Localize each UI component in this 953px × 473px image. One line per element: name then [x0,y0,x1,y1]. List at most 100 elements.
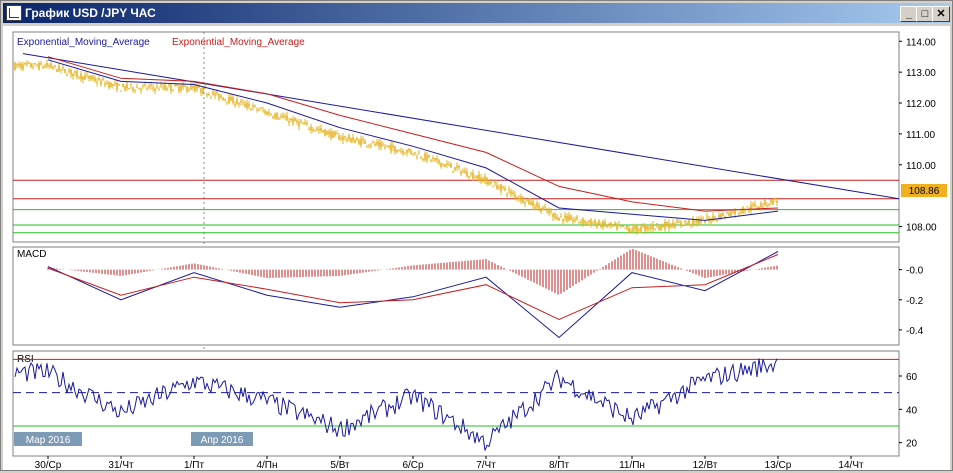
price-candle-body [198,86,200,88]
price-plot-frame [12,31,900,243]
price-candle-body [250,108,252,111]
price-candle-body [474,177,476,179]
price-candle-body [394,146,396,153]
price-candle-body [498,187,500,189]
macd-y-tick-label: -0.2 [906,296,924,307]
price-candle-body [76,70,78,77]
price-candle-body [748,210,750,212]
price-candle-body [128,88,130,90]
macd-y-tick-label: -0.4 [906,326,924,337]
price-candle-body [22,64,24,70]
price-candle-body [644,225,646,231]
price-candle-body [600,224,602,228]
price-candle-body [384,146,386,148]
price-candle-body [592,222,594,224]
price-candle-body [392,145,394,148]
price-candle-body [36,65,38,67]
price-candle-body [234,103,236,106]
price-candle-body [712,215,714,221]
price-candle-body [134,90,136,92]
price-candle-body [488,181,490,185]
price-candle-body [526,200,528,202]
price-candle-body [190,85,192,90]
price-candle-body [162,87,164,89]
price-candle-body [164,84,166,90]
price-candle-body [670,225,672,228]
price-candle-body [472,172,474,179]
price-candle-body [686,222,688,225]
price-candle-body [396,149,398,153]
price-candle-body [366,145,368,147]
price-candle-body [62,67,64,69]
trendline [22,53,900,200]
price-candle-body [764,199,766,205]
price-candle-body [360,138,362,146]
price-candle-body [650,226,652,229]
price-candle-body [544,206,546,208]
price-candle-body [166,88,168,91]
price-candle-body [336,133,338,135]
price-candle-body [594,220,596,224]
price-candle-body [632,227,634,232]
price-candle-body [216,91,218,94]
x-tick-label: 7/Чт [476,460,496,470]
price-candle-body [148,85,150,88]
price-candle-body [560,216,562,218]
x-tick-label: 4/Пн [256,460,277,470]
price-candle-body [572,219,574,222]
price-candle-body [264,110,266,114]
price-candle-body [316,128,318,130]
rsi-y-tick-label: 60 [906,372,918,383]
month-badge-mar-label: Мар 2016 [26,435,71,446]
price-candle-body [344,136,346,138]
price-candle-body [324,129,326,136]
price-candle-body [682,224,684,227]
price-candle-body [390,144,392,152]
price-candle-body [616,224,618,230]
price-candle-body [400,150,402,152]
price-candle-body [454,167,456,171]
price-candle-body [756,207,758,209]
ema-fast-line [47,59,779,221]
price-candle-body [456,165,458,168]
price-candle-body [306,122,308,124]
price-candle-body [144,84,146,86]
price-y-tick-label: 114.00 [906,37,936,48]
legend-ema-fast: Exponential_Moving_Average [17,37,150,48]
rsi-y-tick-label: 40 [906,405,918,416]
price-candle-body [194,85,196,91]
price-candle-body [698,219,700,225]
price-candle-body [524,202,526,204]
price-candle-body [32,66,34,68]
price-candle-body [598,220,600,225]
price-candle-body [178,86,180,92]
macd-y-tick-label: -0.0 [906,266,924,277]
price-candle-body [664,221,666,230]
close-button[interactable]: ✕ [932,6,950,22]
price-candle-body [294,118,296,122]
price-candle-body [222,97,224,101]
title-bar[interactable]: График USD /JPY ЧАС _ □ ✕ [3,3,950,23]
price-candle-body [192,86,194,89]
price-candle-body [680,221,682,225]
price-candle-body [426,154,428,161]
price-candle-body [46,62,48,67]
price-candle-body [768,204,770,206]
x-tick-label: 30/Ср [35,460,62,470]
price-candle-body [308,128,310,130]
price-candle-body [80,73,82,80]
price-candle-body [184,85,186,87]
price-candle-body [646,226,648,230]
price-candle-body [672,222,674,227]
month-badge-mar [14,432,82,446]
price-candle-body [542,207,544,211]
price-candle-body [770,199,772,203]
price-candle-body [604,221,606,225]
price-candle-body [386,145,388,147]
price-candle-body [206,94,208,96]
rsi-y-tick-label: 20 [906,439,918,450]
price-candle-body [78,76,80,78]
price-candle-body [56,69,58,72]
price-candle-body [538,205,540,209]
